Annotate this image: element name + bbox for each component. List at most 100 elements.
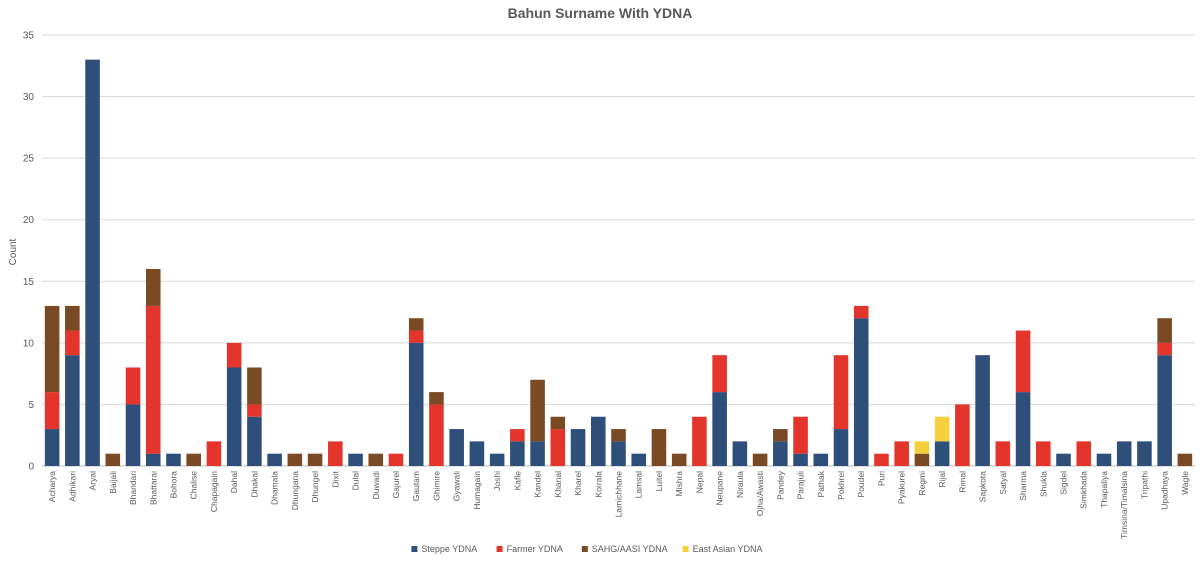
x-tick-label: Ghimire [431, 471, 441, 501]
bar-segment [408, 318, 424, 331]
x-tick-label: Chapagain [209, 471, 219, 512]
bar-segment [1096, 453, 1112, 466]
bar-segment [1157, 318, 1172, 343]
bar-segment [874, 453, 889, 466]
bar-segment [1015, 392, 1031, 466]
legend-item: SAHG/AASI YDNA [581, 544, 668, 554]
x-tick-label: Gajurel [391, 471, 401, 499]
x-tick-label: Chalise [189, 471, 199, 500]
x-tick-label: Pyakurel [897, 471, 907, 504]
y-tick-label: 0 [28, 462, 34, 473]
x-tick-label: Sapkota [978, 471, 988, 502]
x-tick-label: Adhikari [67, 471, 77, 502]
bar-segment [1137, 441, 1152, 466]
legend-swatch [411, 546, 418, 552]
bar-segment [44, 429, 60, 466]
bar-segment [894, 441, 909, 466]
y-tick-label: 10 [23, 338, 35, 349]
x-tick-label: Rijal [937, 471, 947, 488]
x-tick-label: Sigdel [1059, 471, 1069, 495]
bar-segment [65, 355, 80, 466]
bar-segment [287, 453, 303, 466]
x-tick-label: Dulal [351, 471, 361, 490]
x-tick-label: Wagle [1180, 471, 1190, 495]
x-tick-label: Kafle [512, 471, 522, 491]
x-tick-label: Dhamala [270, 471, 280, 505]
bar-segment [955, 404, 970, 466]
bar-segment [408, 330, 424, 343]
bar-segment [449, 429, 464, 466]
bar-segment [125, 404, 141, 466]
x-tick-label: Rimal [957, 471, 967, 493]
x-tick-label: Poudel [856, 471, 866, 498]
x-tick-label: Shukla [1038, 471, 1048, 497]
bar-segment [651, 429, 667, 466]
x-tick-label: Humagain [472, 471, 482, 510]
x-tick-label: Duwadi [371, 471, 381, 499]
bar-segment [833, 429, 849, 466]
legend: Steppe YDNA Farmer YDNA SAHG/AASI YDNA East… [411, 544, 762, 554]
x-tick-label: Puri [876, 471, 886, 486]
x-axis-ticks: Acharya Adhikari Aryal Baijali Bhandari Bhatt… [47, 470, 1190, 539]
bar-segment [853, 305, 869, 319]
x-tick-label: Mishra [674, 471, 684, 497]
bar-segment [307, 453, 323, 466]
x-tick-label: Niraula [735, 471, 745, 498]
bar-segment [388, 453, 404, 466]
chart-title: Bahun Surname With YDNA [508, 5, 693, 21]
bar-segment [368, 453, 384, 466]
x-tick-label: Neupane [715, 471, 725, 506]
x-tick-label: Joshi [492, 471, 502, 491]
bar-segment [550, 429, 566, 466]
x-tick-label: Kandel [533, 471, 543, 498]
y-axis-ticks: 0 5 10 15 20 25 30 35 [23, 31, 35, 473]
bar-segment [1036, 441, 1051, 466]
bar-segment [206, 441, 222, 466]
bar-segment [1015, 330, 1031, 393]
x-tick-label: Sharma [1018, 471, 1028, 501]
bar-segment [408, 342, 424, 466]
legend-item: East Asian YDNA [682, 544, 763, 554]
y-tick-label: 35 [23, 31, 35, 42]
bar-segment [145, 453, 161, 466]
bar-segment [570, 429, 586, 466]
x-tick-label: Kharel [573, 471, 583, 496]
bar-segment [914, 453, 930, 466]
bar-segment [631, 453, 647, 466]
bar-segment [550, 416, 566, 430]
bar-segment [813, 453, 829, 466]
x-tick-label: Regmi [917, 471, 927, 496]
bar-segment [530, 379, 545, 442]
x-tick-label: Thapaliya [1099, 471, 1109, 508]
x-tick-label: Tripathi [1139, 471, 1149, 499]
bar-segment [226, 342, 242, 368]
bar-segment [348, 453, 363, 466]
x-tick-label: Dhungana [290, 471, 300, 511]
bar-segment [469, 441, 485, 466]
bar-segment [793, 416, 808, 454]
bar-segment [1157, 342, 1172, 356]
bar-segment [1056, 453, 1071, 466]
bar-segment [186, 453, 201, 466]
legend-label: East Asian YDNA [693, 544, 763, 554]
bar-segment [65, 330, 80, 356]
bar-segment [692, 416, 707, 466]
legend-swatch [682, 546, 689, 552]
x-tick-label: Gyawali [452, 471, 462, 501]
bar-segment [429, 404, 444, 466]
x-tick-label: Bhandari [128, 471, 138, 505]
bar-segment [793, 453, 808, 466]
x-tick-label: Luitel [654, 471, 664, 491]
bar-segment [995, 441, 1011, 466]
x-tick-label: Timsina/Timalsina [1119, 471, 1129, 539]
bar-segment [914, 441, 930, 454]
bar-segment [489, 453, 505, 466]
bar-segment [853, 318, 869, 466]
x-tick-label: Gautam [411, 471, 421, 501]
bar-segment [712, 355, 727, 393]
x-tick-label: Satyal [998, 471, 1008, 495]
bar-segment [732, 441, 748, 466]
x-tick-label: Dahal [229, 471, 239, 493]
bar-segment [1177, 453, 1193, 466]
